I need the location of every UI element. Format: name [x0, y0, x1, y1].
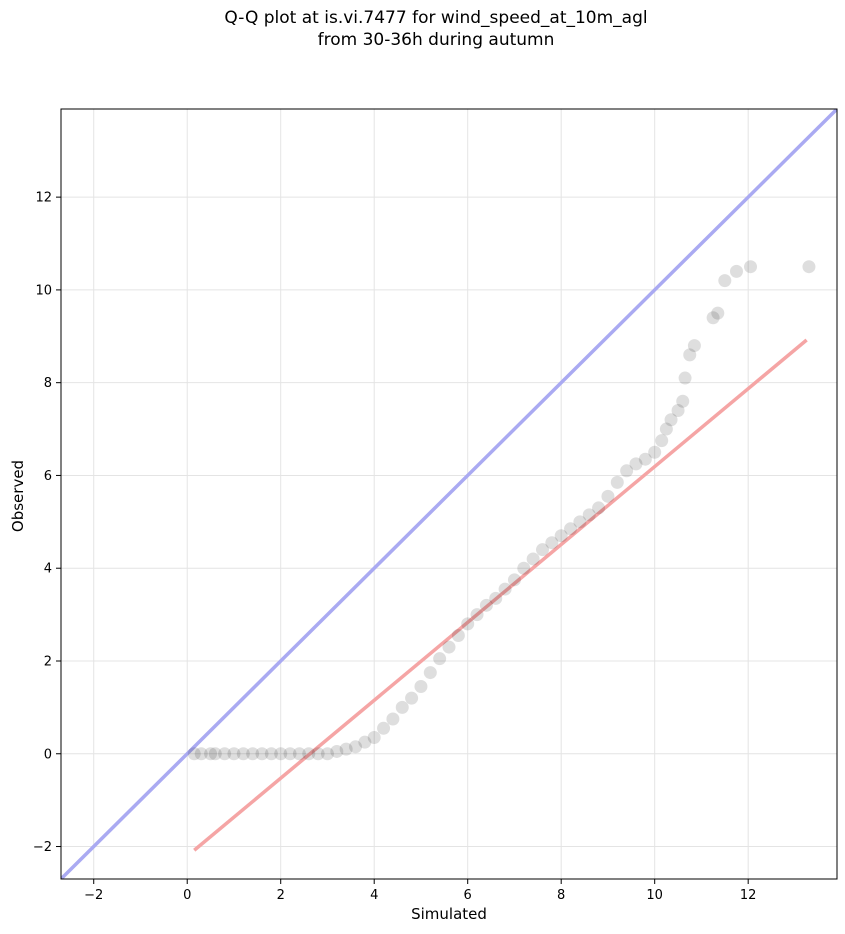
data-point-30	[461, 617, 475, 631]
data-point-5	[227, 747, 241, 761]
data-point-64	[802, 260, 816, 274]
x-tick-label-2: 2	[277, 888, 285, 903]
y-tick-label-5: 8	[44, 376, 52, 391]
data-point-42	[573, 515, 587, 529]
data-point-51	[655, 434, 669, 448]
data-point-19	[358, 735, 372, 749]
data-point-12	[292, 747, 306, 761]
data-point-55	[676, 394, 690, 408]
data-point-32	[479, 598, 493, 612]
data-point-36	[517, 561, 531, 575]
data-point-10	[274, 747, 288, 761]
data-point-53	[664, 413, 678, 427]
data-point-14	[311, 747, 325, 761]
data-point-38	[535, 543, 549, 557]
x-tick-label-5: 8	[557, 888, 565, 903]
data-point-20	[367, 731, 381, 745]
y-tick-label-1: 0	[44, 747, 52, 762]
data-point-4	[218, 747, 232, 761]
data-point-31	[470, 608, 484, 622]
data-point-50	[648, 445, 662, 459]
axes-frame	[60, 108, 838, 880]
data-point-11	[283, 747, 297, 761]
data-point-34	[498, 582, 512, 596]
data-point-44	[592, 501, 606, 515]
data-point-35	[507, 573, 521, 587]
data-point-54	[671, 404, 685, 418]
x-tick-label-1: 0	[183, 888, 191, 903]
data-point-8	[255, 747, 269, 761]
data-point-45	[601, 489, 615, 503]
data-point-46	[610, 475, 624, 489]
data-point-57	[683, 348, 697, 362]
data-point-21	[377, 721, 391, 735]
x-tick-label-7: 12	[740, 888, 757, 903]
data-point-56	[678, 371, 692, 385]
y-tick-label-2: 2	[44, 654, 52, 669]
data-point-27	[433, 652, 447, 666]
data-point-7	[246, 747, 260, 761]
data-point-28	[442, 640, 456, 654]
data-point-17	[339, 742, 353, 756]
data-point-48	[629, 457, 643, 471]
data-point-29	[451, 628, 465, 642]
data-point-40	[554, 529, 568, 543]
data-point-58	[687, 339, 701, 353]
data-point-2	[204, 747, 218, 761]
data-point-9	[264, 747, 278, 761]
x-tick-label-0: −2	[84, 888, 103, 903]
data-point-61	[718, 274, 732, 288]
x-tick-label-3: 4	[370, 888, 378, 903]
data-point-24	[405, 691, 419, 705]
data-point-26	[423, 666, 437, 680]
data-point-1	[194, 747, 208, 761]
reference-line	[61, 109, 837, 879]
data-point-59	[706, 311, 720, 325]
data-point-6	[236, 747, 250, 761]
y-axis-ticks: −2 0 2 4 6 8 10 12	[33, 191, 61, 855]
data-point-43	[582, 508, 596, 522]
data-point-62	[729, 264, 743, 278]
chart-title: Q-Q plot at is.vi.7477 for wind_speed_at…	[224, 8, 648, 28]
data-point-63	[744, 260, 758, 274]
data-point-15	[320, 747, 334, 761]
data-point-25	[414, 680, 428, 693]
y-tick-label-7: 12	[35, 191, 52, 206]
data-point-22	[386, 712, 400, 726]
y-tick-label-3: 4	[44, 562, 52, 577]
chart-subtitle: from 30-36h during autumn	[317, 30, 555, 50]
data-point-37	[526, 552, 540, 566]
x-axis-ticks: −2 0 2 4 6 8 10 12	[84, 879, 756, 903]
data-point-0	[187, 747, 201, 761]
data-point-41	[564, 522, 578, 536]
data-point-33	[489, 591, 503, 605]
data-point-52	[659, 422, 673, 436]
y-axis-label: Observed	[9, 459, 27, 533]
data-point-39	[545, 536, 559, 550]
x-axis-label: Simulated	[411, 905, 487, 923]
y-tick-label-6: 10	[35, 283, 52, 298]
fit-line	[193, 338, 808, 852]
data-point-47	[620, 464, 634, 478]
data-point-3	[208, 747, 222, 761]
data-point-18	[349, 740, 363, 754]
y-tick-label-4: 6	[44, 469, 52, 484]
x-tick-label-6: 10	[646, 888, 663, 903]
x-tick-label-4: 6	[464, 888, 472, 903]
data-point-23	[395, 700, 409, 714]
data-point-60	[711, 306, 725, 320]
data-points	[187, 260, 816, 761]
data-point-49	[638, 452, 652, 466]
data-point-16	[330, 744, 344, 758]
y-tick-label-0: −2	[33, 840, 52, 855]
grid-lines	[61, 109, 837, 879]
data-point-13	[302, 747, 316, 761]
